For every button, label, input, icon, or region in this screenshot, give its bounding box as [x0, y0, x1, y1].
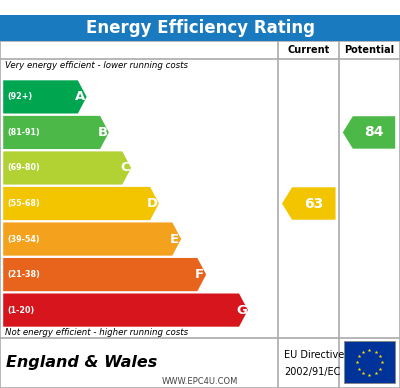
Text: E: E — [170, 232, 179, 246]
Text: C: C — [120, 161, 130, 175]
Text: Current: Current — [287, 45, 330, 55]
Text: 2002/91/EC: 2002/91/EC — [284, 367, 340, 377]
Text: Potential: Potential — [344, 45, 394, 55]
Text: B: B — [98, 126, 108, 139]
Text: 84: 84 — [364, 125, 384, 139]
Text: (69-80): (69-80) — [7, 163, 40, 173]
Text: Energy Efficiency Rating: Energy Efficiency Rating — [86, 19, 314, 37]
Polygon shape — [343, 116, 395, 149]
Text: A: A — [75, 90, 85, 104]
Polygon shape — [3, 151, 131, 185]
Text: G: G — [236, 303, 247, 317]
Text: (21-38): (21-38) — [7, 270, 40, 279]
Bar — [0, 41, 400, 388]
Text: (55-68): (55-68) — [7, 199, 40, 208]
Text: EU Directive: EU Directive — [284, 350, 344, 360]
Polygon shape — [3, 80, 87, 114]
Text: F: F — [195, 268, 204, 281]
Polygon shape — [282, 187, 336, 220]
Text: Not energy efficient - higher running costs: Not energy efficient - higher running co… — [5, 328, 188, 338]
Polygon shape — [3, 187, 159, 220]
Text: (39-54): (39-54) — [7, 234, 40, 244]
Text: England & Wales: England & Wales — [6, 355, 157, 370]
Bar — [0, 15, 400, 41]
Polygon shape — [3, 293, 248, 327]
Text: (92+): (92+) — [7, 92, 32, 101]
Bar — [344, 341, 395, 383]
Text: (1-20): (1-20) — [7, 306, 34, 315]
Text: Very energy efficient - lower running costs: Very energy efficient - lower running co… — [5, 61, 188, 70]
Polygon shape — [3, 116, 109, 149]
Text: (81-91): (81-91) — [7, 128, 40, 137]
Text: D: D — [147, 197, 158, 210]
Text: 63: 63 — [304, 196, 323, 211]
Polygon shape — [3, 258, 206, 291]
Text: WWW.EPC4U.COM: WWW.EPC4U.COM — [162, 377, 238, 386]
Polygon shape — [3, 222, 181, 256]
